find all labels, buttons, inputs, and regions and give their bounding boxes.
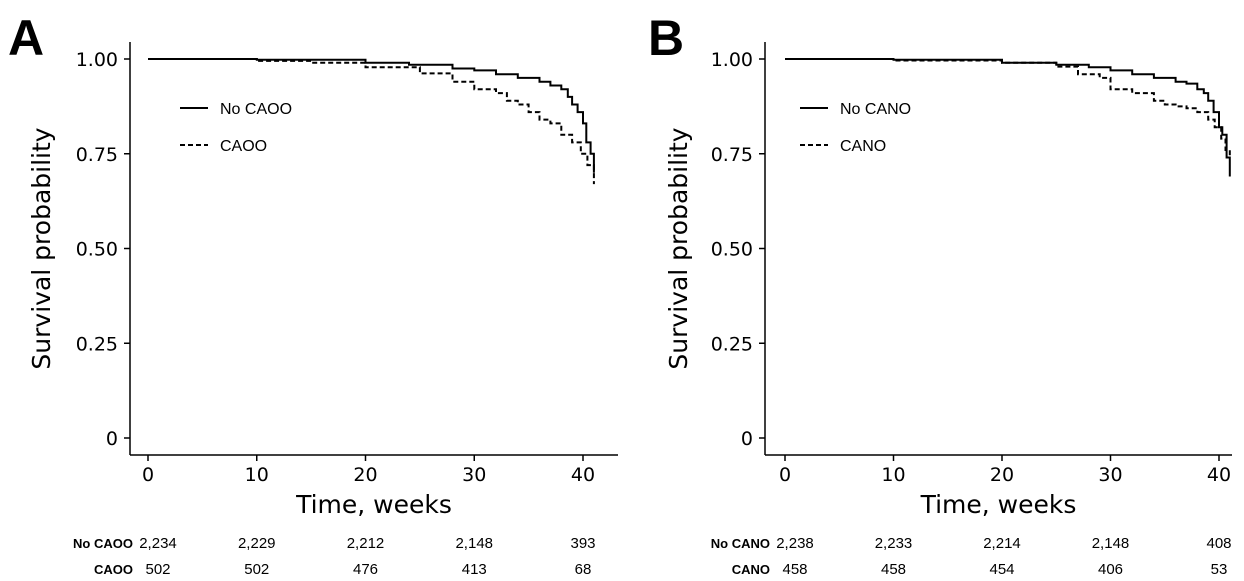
y-tick-label: 0: [106, 428, 118, 450]
series-line-solid: [148, 58, 595, 173]
panel-a: A 0 0.25 0.50 0.75 1.00 0 10 20 30 40 Time, weeks Su…: [8, 10, 618, 578]
risk-value: 454: [989, 561, 1014, 578]
x-tick-label: 0: [142, 464, 154, 486]
y-tick-label: 0.75: [711, 144, 753, 166]
legend-label: CAOO: [220, 138, 267, 155]
x-tick-label: 30: [462, 464, 486, 486]
x-tick-label: 20: [353, 464, 377, 486]
x-tick-label: 40: [1207, 464, 1231, 486]
x-tick-label: 20: [990, 464, 1014, 486]
risk-value: 413: [462, 561, 487, 578]
y-tick-label: 0.25: [711, 333, 753, 355]
risk-value: 2,148: [455, 535, 493, 552]
risk-value: 502: [145, 561, 170, 578]
risk-row-label: CAOO: [94, 562, 133, 577]
risk-value: 408: [1206, 535, 1231, 552]
x-tick-label: 40: [571, 464, 595, 486]
risk-value: 458: [782, 561, 807, 578]
x-tick-label: 0: [779, 464, 791, 486]
legend-label: CANO: [840, 138, 886, 155]
risk-value: 458: [881, 561, 906, 578]
risk-row-label: No CANO: [711, 536, 770, 551]
y-tick-label: 0.50: [76, 239, 118, 261]
risk-value: 2,234: [139, 535, 177, 552]
risk-value: 2,229: [238, 535, 276, 552]
risk-value: 2,214: [983, 535, 1021, 552]
x-tick-label: 30: [1098, 464, 1122, 486]
panel-letter: B: [648, 10, 684, 66]
x-tick-label: 10: [245, 464, 269, 486]
risk-value: 476: [353, 561, 378, 578]
risk-value: 393: [570, 535, 595, 552]
series-line-dashed: [785, 58, 1231, 158]
series-line-dashed: [148, 58, 595, 185]
risk-value: 2,148: [1092, 535, 1130, 552]
y-tick-label: 0.75: [76, 144, 118, 166]
y-tick-label: 0: [741, 428, 753, 450]
y-axis-title: Survival probability: [664, 127, 693, 369]
legend-label: No CANO: [840, 101, 911, 118]
risk-value: 2,238: [776, 535, 814, 552]
risk-value: 2,233: [875, 535, 913, 552]
risk-value: 2,212: [347, 535, 385, 552]
risk-value: 68: [575, 561, 592, 578]
risk-value: 406: [1098, 561, 1123, 578]
y-tick-label: 1.00: [76, 49, 118, 71]
risk-row-label: CANO: [732, 562, 770, 577]
risk-value: 53: [1211, 561, 1228, 578]
x-axis-title: Time, weeks: [295, 490, 452, 519]
panel-letter: A: [8, 10, 44, 66]
legend-label: No CAOO: [220, 101, 292, 118]
y-tick-label: 0.25: [76, 333, 118, 355]
x-tick-label: 10: [881, 464, 905, 486]
y-tick-label: 1.00: [711, 49, 753, 71]
risk-value: 502: [244, 561, 269, 578]
risk-row-label: No CAOO: [73, 536, 133, 551]
y-axis-title: Survival probability: [27, 127, 56, 369]
panel-b: B 0 0.25 0.50 0.75 1.00 0 10 20 30 40 Time, weeks Su…: [648, 10, 1232, 578]
y-tick-label: 0.50: [711, 239, 753, 261]
x-axis-title: Time, weeks: [920, 490, 1077, 519]
